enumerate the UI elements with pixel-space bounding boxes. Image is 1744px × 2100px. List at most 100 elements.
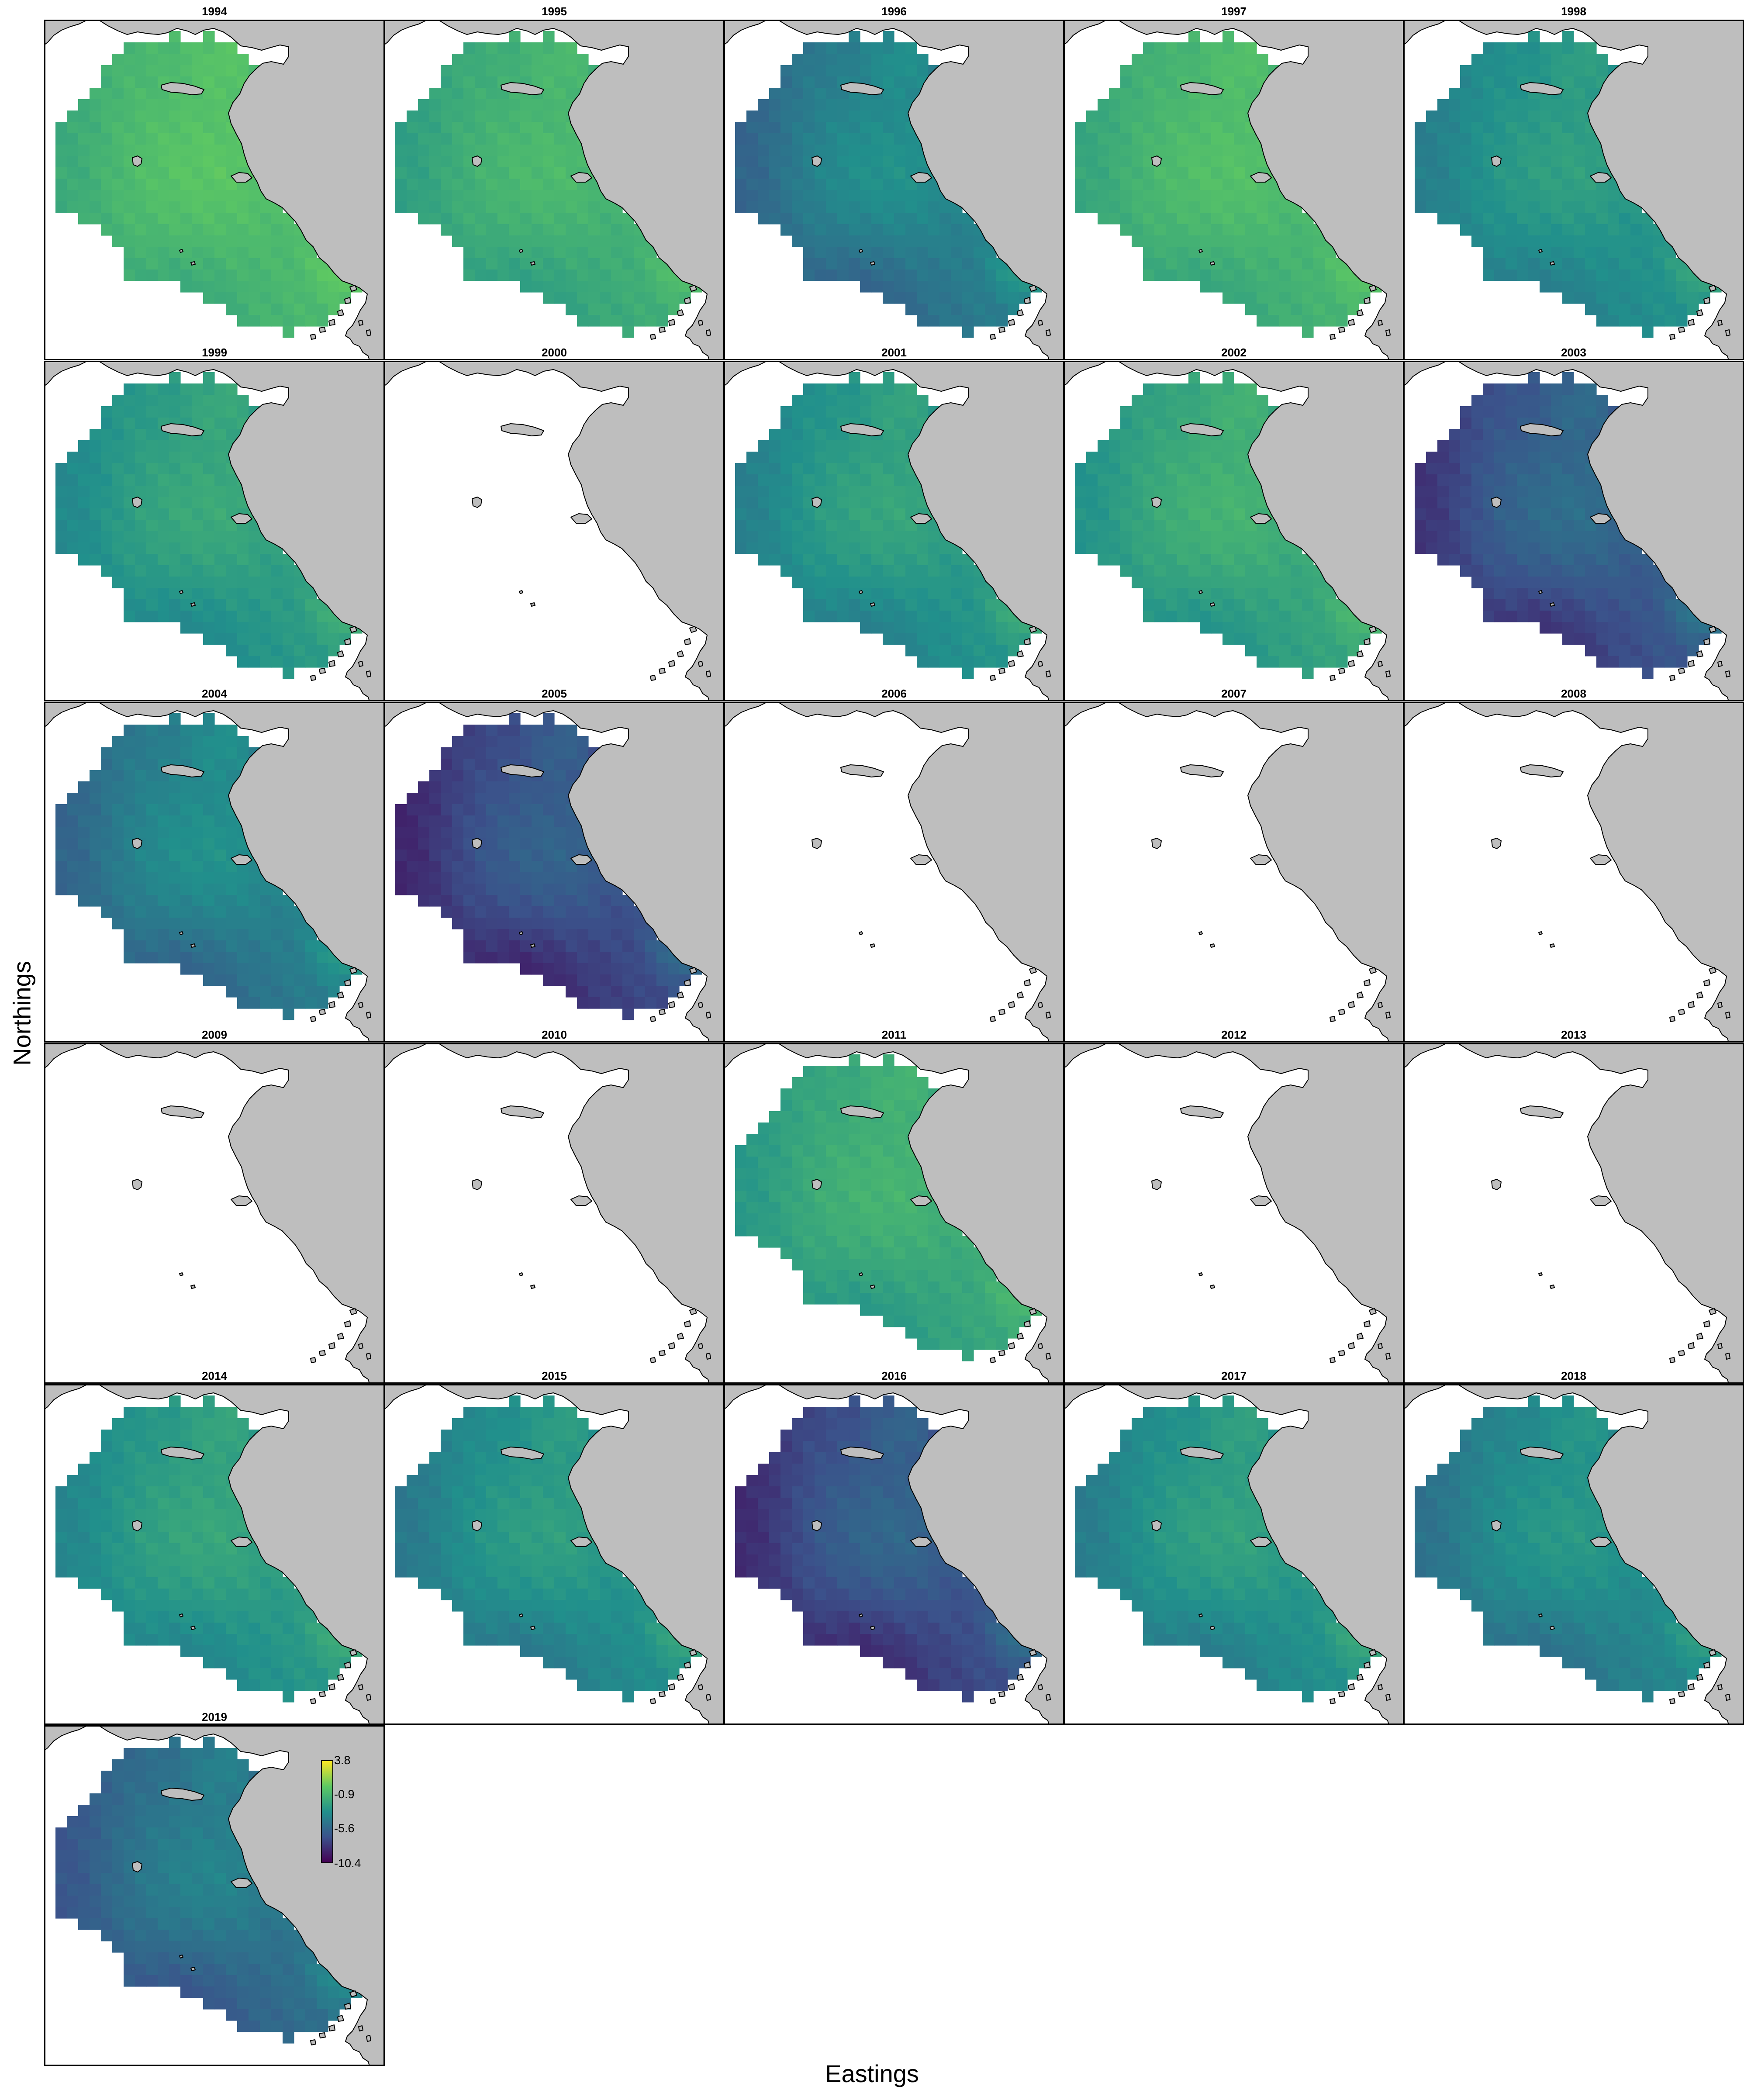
grid-cell [1177, 213, 1189, 225]
grid-cell [769, 1225, 781, 1237]
grid-cell [634, 986, 646, 998]
grid-cell [837, 1077, 849, 1089]
grid-cell [735, 133, 747, 145]
grid-cell [746, 1191, 758, 1202]
grid-cell [1268, 292, 1280, 304]
grid-cell [214, 850, 226, 861]
grid-cell [1268, 542, 1280, 554]
grid-cell [226, 292, 238, 304]
grid-cell [1223, 247, 1234, 259]
grid-cell [146, 872, 158, 884]
grid-cell [452, 156, 464, 168]
grid-cell [1506, 406, 1517, 418]
grid-cell [395, 872, 407, 884]
grid-cell [611, 952, 623, 964]
grid-cell [532, 963, 543, 975]
grid-cell [1494, 452, 1506, 463]
island [1198, 931, 1203, 935]
grid-cell [395, 167, 407, 179]
grid-cell [407, 145, 418, 156]
grid-cell [815, 520, 826, 532]
grid-cell [611, 997, 623, 1009]
grid-cell [441, 156, 452, 168]
grid-cell [554, 213, 566, 225]
grid-cell [860, 133, 872, 145]
grid-cell [497, 725, 509, 736]
grid-cell [180, 133, 192, 145]
grid-cell [645, 952, 657, 964]
grid-cell [146, 850, 158, 861]
island [698, 1343, 703, 1349]
grid-cell [101, 838, 113, 850]
grid-cell [1517, 463, 1529, 475]
grid-cell [158, 599, 169, 611]
grid-cell [226, 974, 238, 986]
island [1250, 172, 1272, 183]
grid-cell [1223, 31, 1234, 43]
island [519, 931, 523, 935]
grid-cell [203, 486, 215, 497]
grid-cell [611, 315, 623, 327]
grid-cell [1596, 577, 1608, 588]
grid-cell [475, 747, 487, 759]
grid-cell [90, 190, 101, 202]
grid-cell [1143, 577, 1155, 588]
grid-cell [1177, 497, 1189, 509]
grid-cell [566, 213, 577, 225]
grid-cell [180, 54, 192, 66]
grid-cell [180, 383, 192, 395]
grid-cell [577, 963, 589, 975]
grid-cell [1608, 281, 1620, 293]
grid-cell [894, 1066, 906, 1078]
grid-cell [656, 269, 668, 281]
island [910, 172, 932, 183]
grid-cell [815, 1157, 826, 1168]
grid-cell [1562, 42, 1574, 54]
grid-cell [192, 474, 204, 486]
grid-cell [1608, 531, 1620, 543]
grid-cell [509, 713, 521, 725]
grid-cell [237, 201, 249, 213]
grid-cell [1494, 554, 1506, 566]
grid-cell [894, 554, 906, 566]
grid-cell [917, 190, 929, 202]
grid-cell [169, 929, 181, 941]
grid-cell [1551, 611, 1563, 622]
grid-cell [294, 315, 306, 327]
grid-cell [1143, 235, 1155, 247]
grid-cell [1437, 554, 1449, 566]
grid-cell [1245, 304, 1257, 315]
grid-cell [905, 269, 917, 281]
grid-cell [1234, 247, 1246, 259]
grid-cell [883, 531, 894, 543]
grid-cell [1494, 474, 1506, 486]
grid-cell [815, 258, 826, 270]
grid-cell [55, 520, 67, 532]
grid-cell [566, 952, 577, 964]
grid-cell [780, 111, 792, 122]
grid-cell [622, 269, 634, 281]
grid-cell [803, 1247, 815, 1259]
grid-cell [192, 588, 204, 600]
grid-cell [249, 963, 260, 975]
grid-cell [283, 952, 294, 964]
grid-cell [1437, 497, 1449, 509]
grid-cell [146, 179, 158, 190]
grid-cell [1460, 406, 1472, 418]
grid-cell [554, 747, 566, 759]
grid-cell [1437, 508, 1449, 520]
grid-cell [441, 190, 452, 202]
grid-cell [803, 418, 815, 429]
island [689, 285, 697, 292]
grid-cell [452, 804, 464, 816]
grid-cell [962, 304, 974, 315]
island [328, 1342, 335, 1349]
island [366, 1012, 371, 1019]
grid-cell [90, 884, 101, 895]
grid-cell [180, 906, 192, 918]
grid-cell [815, 224, 826, 236]
grid-cell [1234, 497, 1246, 509]
grid-cell [769, 1123, 781, 1134]
grid-cell [395, 133, 407, 145]
grid-cell [1336, 292, 1348, 304]
